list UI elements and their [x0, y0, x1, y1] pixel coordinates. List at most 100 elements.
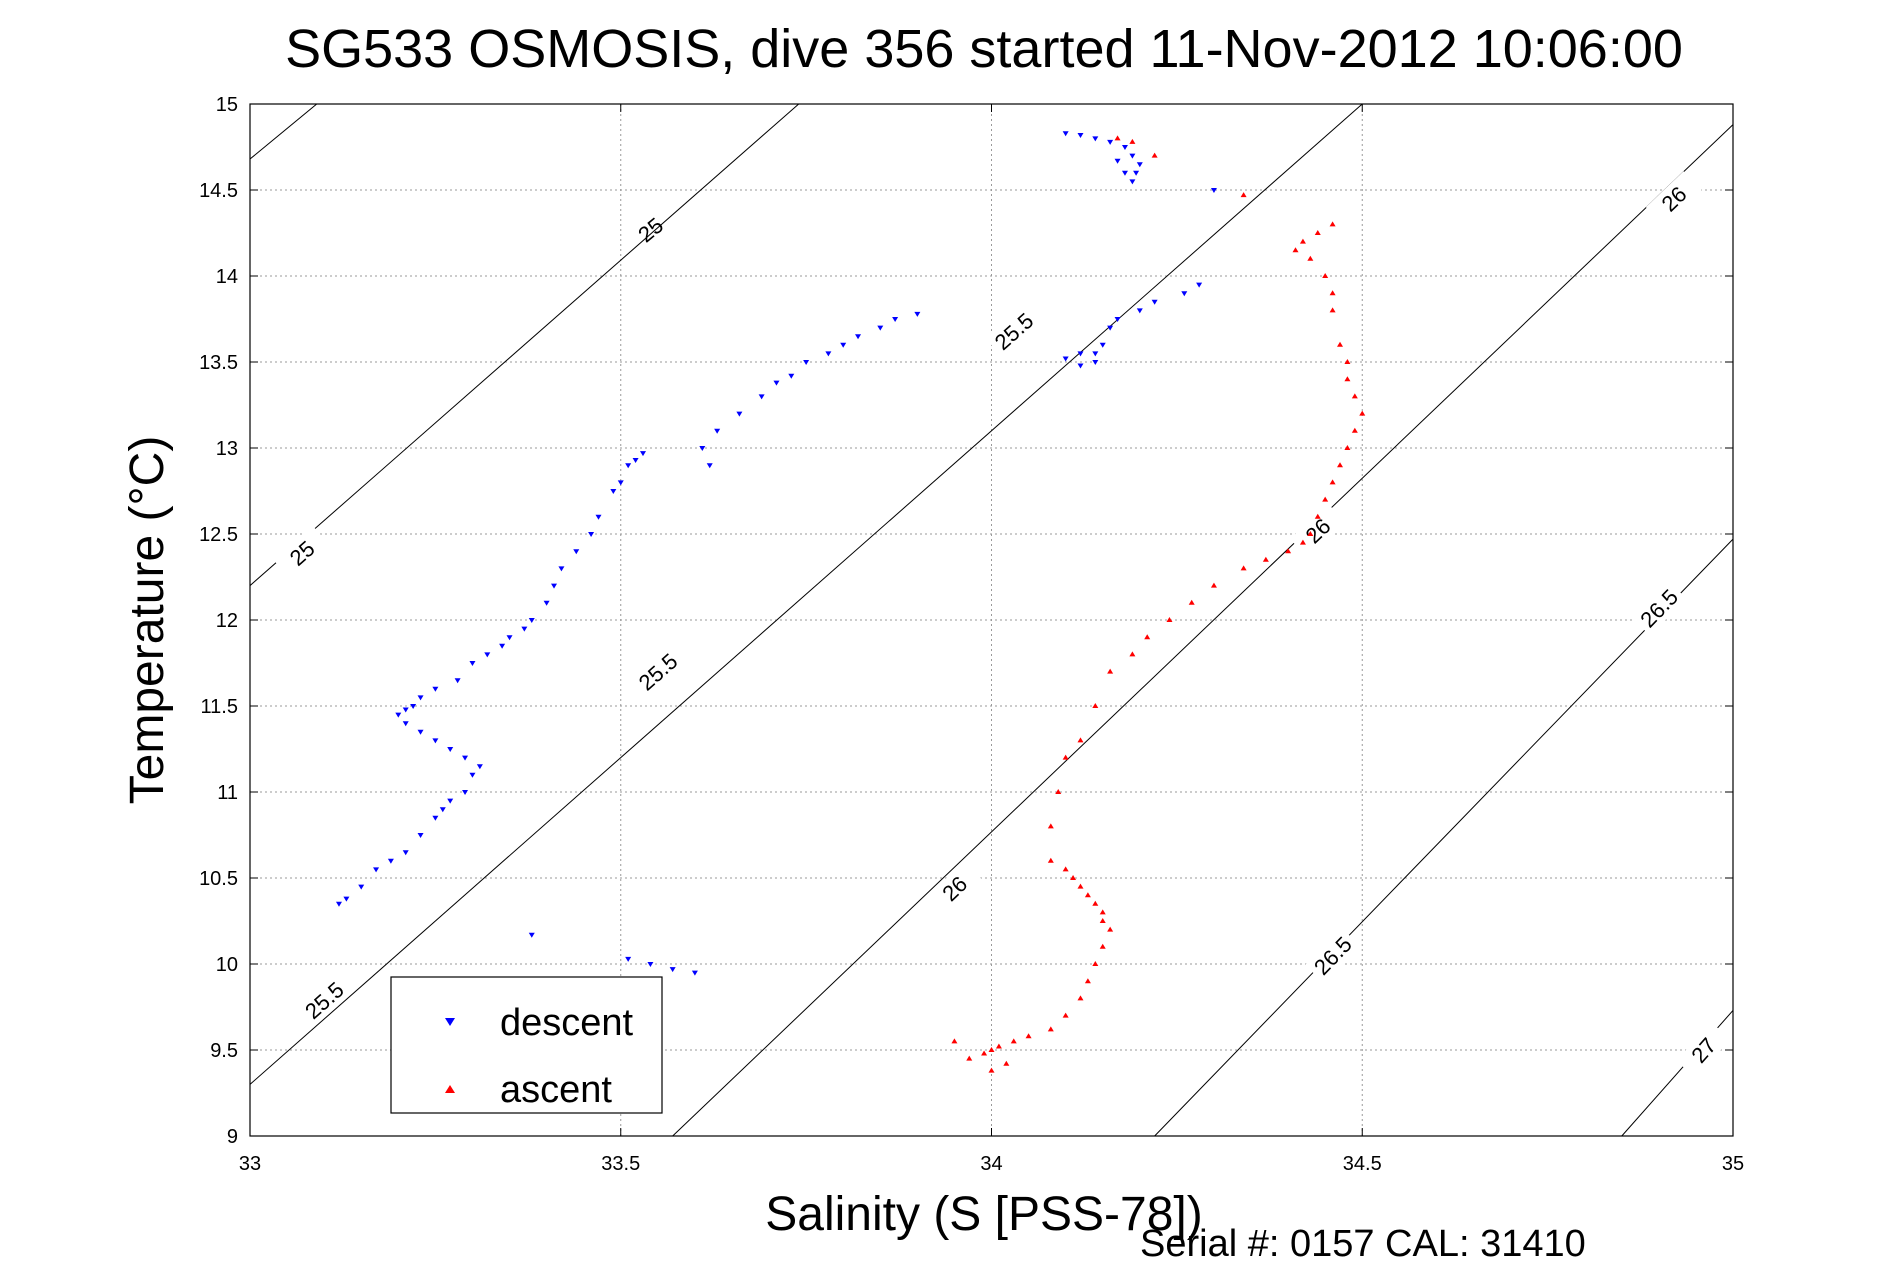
ascent-point [1329, 221, 1336, 227]
descent-point [825, 351, 832, 357]
contour-label-background [1645, 171, 1702, 226]
ascent-point [1344, 376, 1351, 382]
descent-point [432, 738, 439, 744]
descent-point [855, 334, 862, 340]
ascent-point [1329, 307, 1336, 313]
descent-point [1092, 136, 1099, 142]
contour-label-background [1631, 580, 1687, 636]
descent-point [1196, 282, 1203, 288]
descent-point [706, 463, 713, 469]
ascent-point [1003, 1060, 1010, 1066]
descent-point [447, 798, 454, 804]
ascent-point [1285, 548, 1292, 554]
descent-point [402, 721, 409, 727]
ascent-point [1240, 565, 1247, 571]
descent-point [573, 549, 580, 555]
serial-cal-footer: Serial #: 0157 CAL: 31410 [1140, 1223, 1586, 1262]
legend-ascent-label: ascent [500, 1069, 612, 1111]
contour-label-background [1305, 927, 1361, 984]
y-axis-label: Temperature (°C) [121, 436, 174, 805]
legend-descent-label: descent [500, 1002, 634, 1044]
ascent-point [981, 1050, 988, 1056]
ascent-point [1077, 883, 1084, 889]
x-tick-label: 33.5 [601, 1153, 640, 1175]
descent-point [892, 317, 899, 322]
y-tick-label: 13.5 [199, 352, 238, 374]
ascent-point [1166, 617, 1173, 622]
descent-point [432, 815, 439, 821]
legend-descent-marker [445, 1018, 455, 1026]
contour-label-background [629, 644, 686, 699]
ascent-point [966, 1055, 973, 1061]
descent-point [395, 712, 402, 718]
descent-point [669, 967, 676, 973]
descent-point [714, 428, 721, 434]
ascent-point [1210, 582, 1217, 588]
descent-point [1133, 170, 1140, 176]
descent-point [521, 626, 528, 632]
descent-point [803, 360, 810, 365]
descent-point [439, 807, 446, 813]
ascent-point [1314, 513, 1321, 519]
ascent-point [1084, 892, 1091, 898]
descent-point [528, 932, 535, 938]
descent-point [773, 380, 780, 386]
descent-point [558, 566, 565, 572]
ascent-point [1144, 634, 1151, 640]
series-descent [335, 131, 1217, 976]
ascent-point [1337, 341, 1344, 347]
descent-point [1077, 132, 1084, 138]
descent-point [1077, 351, 1084, 357]
descent-point [1107, 139, 1114, 145]
y-tick-label: 10.5 [199, 868, 238, 890]
ascent-point [1151, 152, 1158, 158]
descent-point [914, 311, 921, 317]
ascent-point [1129, 651, 1136, 657]
density-contour-line [249, 103, 318, 160]
descent-point [551, 583, 558, 589]
ascent-point [1329, 290, 1336, 296]
density-contour-line [1154, 538, 1734, 1137]
descent-point [699, 446, 706, 451]
ascent-point [1322, 496, 1329, 502]
ascent-point [1344, 445, 1351, 450]
y-tick-label: 11.5 [201, 696, 238, 718]
density-contour-line [249, 103, 800, 586]
descent-point [877, 325, 884, 331]
descent-point [1092, 351, 1099, 357]
ascent-point [1344, 359, 1351, 364]
descent-point [610, 489, 617, 494]
legend: descent ascent [390, 976, 663, 1114]
ascent-point [988, 1047, 995, 1052]
descent-point [476, 764, 483, 770]
legend-box [390, 976, 663, 1114]
y-tick-label: 9 [227, 1126, 238, 1148]
x-tick-label: 33 [239, 1153, 261, 1175]
contour-label-background [622, 202, 679, 257]
descent-point [462, 790, 469, 795]
ascent-point [1107, 668, 1114, 674]
descent-point [528, 618, 535, 623]
descent-point [462, 755, 469, 761]
ascent-point [1322, 273, 1329, 278]
descent-point [1151, 299, 1158, 305]
descent-point [1181, 291, 1188, 297]
descent-point [625, 463, 632, 469]
ascent-point [1092, 900, 1099, 906]
ascent-point [1337, 462, 1344, 468]
contour-label-background [1676, 1021, 1731, 1079]
descent-point [1107, 325, 1114, 331]
x-tick-label: 34 [980, 1153, 1002, 1175]
contour-label-background [926, 860, 983, 916]
descent-point [788, 373, 795, 379]
descent-point [647, 962, 654, 967]
ascent-point [1047, 857, 1054, 863]
descent-point [469, 772, 476, 778]
ascent-point [1070, 875, 1077, 880]
density-contour-line [249, 103, 1363, 1085]
descent-point [840, 342, 847, 348]
descent-point [736, 411, 743, 417]
y-tick-label: 12.5 [199, 524, 238, 546]
x-axis-ticks: 33 33.5 34 34.5 35 [239, 104, 1744, 1175]
